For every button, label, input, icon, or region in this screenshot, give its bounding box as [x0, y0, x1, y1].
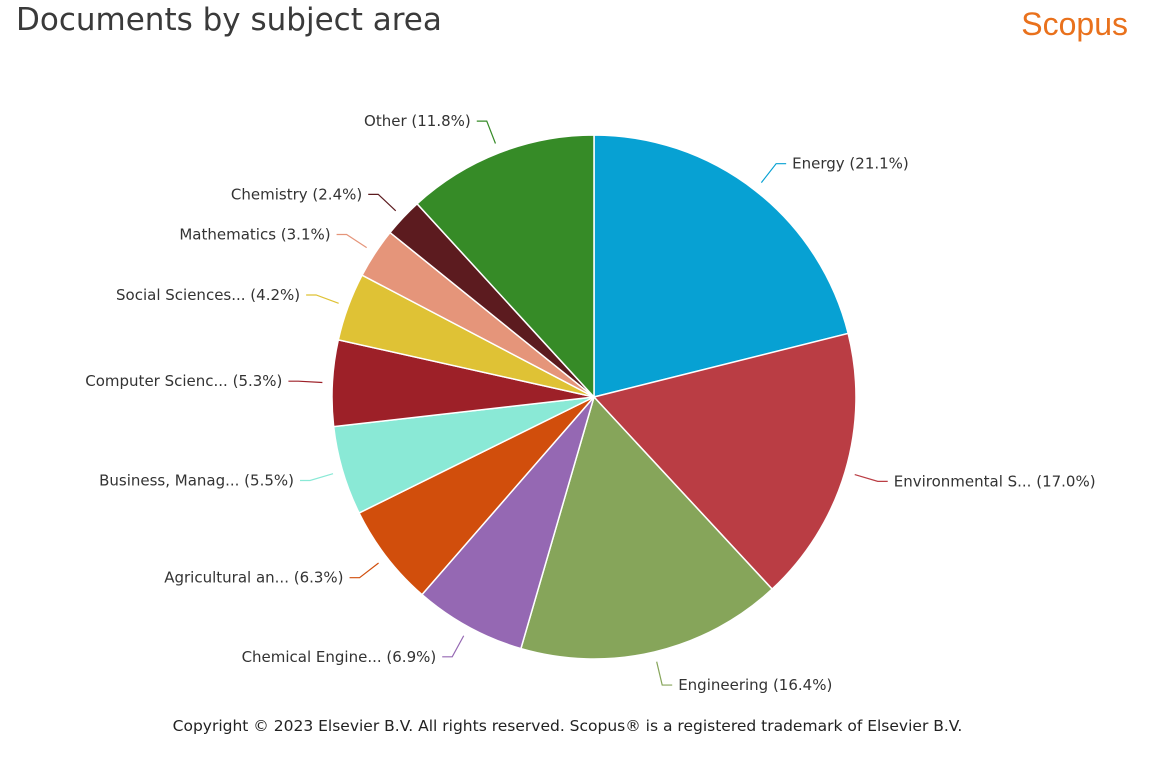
pie-slice[interactable] — [592, 332, 857, 591]
pie-slice-label: Environmental S... (17.0%) — [894, 472, 1096, 490]
pie-slice-connector — [760, 163, 787, 183]
pie-slice-label: Social Sciences... (4.2%) — [116, 286, 300, 304]
pie-slice[interactable] — [519, 395, 774, 660]
pie-slice-connector — [306, 294, 339, 304]
copyright-notice: Copyright © 2023 Elsevier B.V. All right… — [172, 717, 963, 735]
pie-slice-label: Chemical Engine... (6.9%) — [242, 648, 437, 666]
pie-slice-label: Business, Manag... (5.5%) — [99, 471, 294, 489]
pie-slice-label: Mathematics (3.1%) — [179, 225, 330, 243]
scopus-logo[interactable]: Scopus — [1021, 6, 1128, 42]
pie-slice-connector — [854, 473, 888, 482]
pie-slice-label: Chemistry (2.4%) — [231, 185, 362, 203]
pie-slice-connector — [368, 193, 397, 212]
pie-slice-connector — [288, 380, 323, 384]
pie-slice[interactable] — [420, 396, 595, 650]
pie-slice-connector — [442, 635, 465, 658]
pie-slice-label: Energy (21.1%) — [792, 155, 909, 173]
pie-slice-label: Computer Scienc... (5.3%) — [85, 372, 282, 390]
pie-slice-connector — [300, 473, 334, 482]
pie-slice[interactable] — [416, 134, 595, 399]
chart-title: Documents by subject area — [16, 2, 442, 38]
pie-slice-connector — [336, 233, 367, 249]
pie-slice-connector — [349, 562, 379, 579]
pie-slice-connector — [476, 120, 497, 144]
pie-slice-label: Engineering (16.4%) — [678, 676, 832, 694]
pie-slice[interactable] — [593, 134, 850, 398]
pie-slice-label: Other (11.8%) — [364, 112, 471, 130]
pie-slice-connector — [656, 661, 673, 686]
pie-slice-label: Agricultural an... (6.3%) — [164, 569, 343, 587]
